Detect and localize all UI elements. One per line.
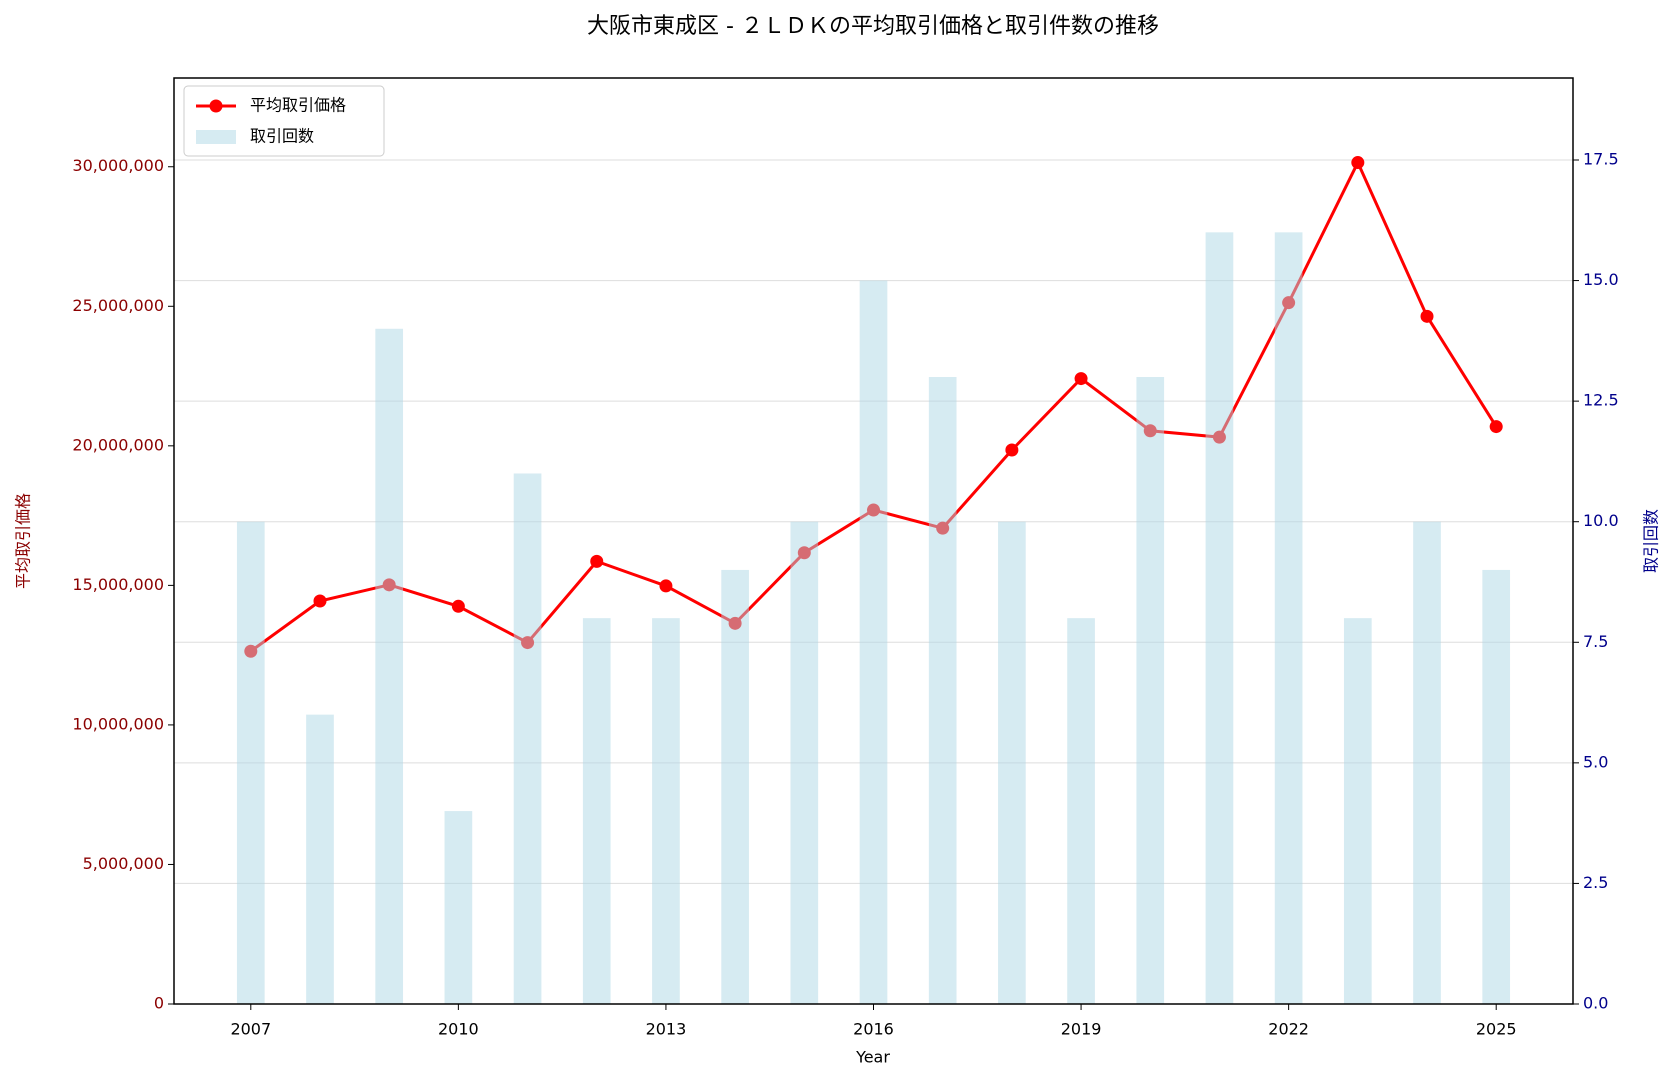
y-axis-label: 平均取引価格: [14, 493, 33, 589]
bar: [1136, 377, 1165, 1004]
y-tick-label: 10,000,000: [72, 714, 164, 733]
point: [1005, 443, 1019, 457]
bar: [652, 618, 680, 1004]
point: [590, 554, 604, 568]
bar: [1413, 521, 1441, 1004]
point: [1351, 156, 1365, 170]
bar: [444, 811, 473, 1004]
x-tick-label: 2013: [646, 1020, 687, 1039]
bar: [721, 569, 749, 1004]
y2-tick-label: 0.0: [1583, 994, 1608, 1013]
bar: [859, 280, 888, 1004]
point: [451, 599, 465, 613]
y2-tick-label: 10.0: [1583, 511, 1619, 530]
y-tick-label: 15,000,000: [72, 575, 164, 594]
bar: [513, 473, 542, 1005]
y2-tick-label: 2.5: [1583, 873, 1608, 892]
bar: [306, 714, 334, 1004]
x-tick-label: 2010: [438, 1020, 479, 1039]
y-tick-label: 0: [154, 994, 164, 1013]
bar: [1343, 618, 1372, 1004]
y-tick-label: 20,000,000: [72, 435, 164, 454]
bar: [928, 377, 957, 1004]
plot-frame: [173, 77, 1574, 1005]
point: [659, 579, 673, 593]
y-tick-label: 25,000,000: [72, 296, 164, 315]
legend-label: 取引回数: [250, 127, 314, 146]
point: [1074, 372, 1088, 386]
x-tick-label: 2016: [853, 1020, 894, 1039]
y2-tick-label: 15.0: [1583, 270, 1619, 289]
x-tick-label: 2007: [230, 1020, 271, 1039]
chart-title: 大阪市東成区 - ２ＬＤＫの平均取引価格と取引件数の推移: [587, 14, 1159, 39]
legend-label: 平均取引価格: [250, 96, 346, 115]
bar: [1205, 232, 1234, 1005]
x-tick-label: 2025: [1476, 1020, 1517, 1039]
y2-tick-label: 12.5: [1583, 391, 1619, 410]
y2-tick-label: 5.0: [1583, 752, 1608, 771]
bar: [375, 328, 404, 1005]
y2-tick-label: 7.5: [1583, 632, 1608, 651]
point: [313, 594, 327, 608]
point: [1489, 420, 1503, 434]
bar: [998, 521, 1026, 1004]
bar: [1274, 232, 1303, 1005]
bar: [236, 521, 265, 1004]
y2-axis-label: 取引回数: [1642, 509, 1661, 573]
legend-marker: [209, 99, 223, 113]
y-tick-label: 30,000,000: [72, 156, 164, 175]
x-tick-label: 2022: [1268, 1020, 1309, 1039]
bar: [790, 521, 819, 1004]
point: [1420, 309, 1434, 323]
bar: [582, 618, 611, 1004]
x-axis-label: Year: [855, 1048, 890, 1067]
y2-tick-label: 17.5: [1583, 149, 1619, 168]
y-tick-label: 5,000,000: [83, 854, 164, 873]
x-tick-label: 2019: [1061, 1020, 1102, 1039]
legend-swatch: [196, 130, 236, 144]
bar: [1482, 569, 1511, 1004]
bar: [1067, 618, 1095, 1004]
